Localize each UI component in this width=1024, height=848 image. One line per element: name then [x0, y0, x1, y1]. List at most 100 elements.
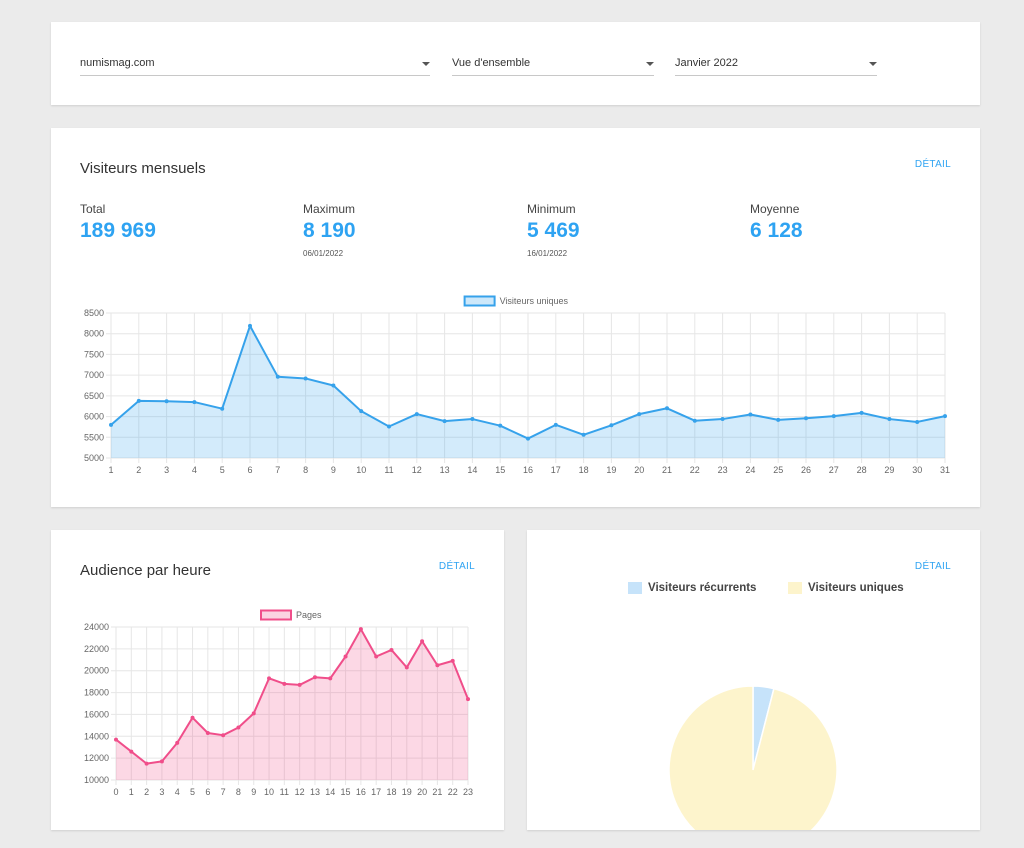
detail-link[interactable]: DÉTAIL: [914, 561, 951, 572]
data-point: [553, 422, 558, 427]
data-point: [466, 697, 470, 702]
x-tick-label: 3: [159, 787, 164, 797]
data-point: [159, 759, 164, 764]
x-tick-label: 7: [275, 465, 280, 475]
chevron-down-icon: [869, 62, 877, 66]
y-tick-label: 7000: [84, 370, 104, 380]
data-point: [748, 412, 753, 417]
data-point: [359, 409, 364, 414]
data-point: [498, 423, 503, 428]
legend-label: Visiteurs récurrents: [648, 582, 756, 594]
y-tick-label: 6000: [84, 412, 104, 422]
legend-label: Visiteurs uniques: [500, 296, 569, 306]
data-point: [692, 418, 697, 423]
visitors-line-chart: Visiteurs uniques 5000 5500 6000 6500 7000 750…: [84, 295, 950, 475]
stat-label: Moyenne: [750, 202, 800, 216]
stat-average: Moyenne 6 128: [750, 202, 803, 243]
stat-date: 06/01/2022: [303, 249, 344, 258]
stat-value: 8 190: [303, 219, 356, 242]
x-tick-label: 0: [113, 787, 118, 797]
x-tick-label: 14: [325, 787, 335, 797]
x-tick-label: 10: [356, 465, 366, 475]
x-tick-label: 19: [402, 787, 412, 797]
data-point: [221, 733, 226, 738]
x-tick-label: 20: [417, 787, 427, 797]
period-select[interactable]: Janvier 2022: [675, 52, 877, 76]
legend-swatch: [463, 295, 496, 307]
data-point: [129, 749, 134, 754]
card-title: Audience par heure: [80, 562, 211, 579]
data-point: [136, 398, 141, 403]
x-tick-label: 19: [606, 465, 616, 475]
x-tick-label: 23: [718, 465, 728, 475]
x-tick-label: 12: [412, 465, 422, 475]
data-point: [526, 436, 530, 441]
x-tick-label: 2: [144, 787, 149, 797]
monthly-visitors-card: Visiteurs mensuels DÉTAIL Total 189 969 …: [51, 128, 980, 507]
view-select[interactable]: Vue d'ensemble: [452, 52, 654, 76]
data-point: [581, 432, 586, 437]
data-point: [297, 682, 302, 687]
x-tick-label: 9: [331, 465, 336, 475]
x-tick-label: 10: [264, 787, 274, 797]
data-point: [220, 406, 225, 411]
x-tick-label: 7: [221, 787, 226, 797]
stat-value: 189 969: [80, 219, 156, 242]
x-tick-label: 21: [662, 465, 672, 475]
data-point: [192, 400, 197, 405]
x-tick-label: 13: [310, 787, 320, 797]
stat-value: 5 469: [527, 219, 580, 242]
data-point: [282, 681, 287, 686]
x-tick-label: 22: [690, 465, 700, 475]
data-point: [943, 414, 947, 419]
y-tick-label: 12000: [84, 753, 109, 763]
stat-date: 16/01/2022: [527, 249, 568, 258]
x-tick-label: 17: [371, 787, 381, 797]
data-point: [450, 658, 455, 663]
data-point: [887, 417, 892, 422]
data-point: [164, 399, 169, 404]
data-point: [109, 422, 113, 427]
x-tick-label: 1: [129, 787, 134, 797]
stat-total: Total 189 969: [80, 202, 156, 243]
series-line: [115, 628, 469, 765]
stat-label: Maximum: [303, 202, 356, 216]
x-tick-label: 24: [745, 465, 755, 475]
data-point: [915, 419, 920, 424]
data-point: [442, 419, 447, 424]
data-point: [374, 654, 379, 659]
y-tick-label: 5500: [84, 432, 104, 442]
y-tick-label: 8000: [84, 329, 104, 339]
detail-link[interactable]: DÉTAIL: [438, 561, 475, 572]
detail-link[interactable]: DÉTAIL: [914, 159, 951, 170]
visitor-type-pie-chart: Visiteurs récurrents Visiteurs uniques: [628, 582, 904, 830]
x-tick-label: 16: [356, 787, 366, 797]
legend-label: Pages: [296, 610, 322, 620]
data-point: [312, 675, 317, 680]
x-tick-label: 15: [341, 787, 351, 797]
stat-minimum: Minimum 5 469 16/01/2022: [527, 202, 580, 258]
data-point: [114, 737, 118, 742]
x-tick-label: 11: [384, 465, 393, 475]
legend-swatch: [260, 609, 292, 621]
y-tick-label: 10000: [84, 775, 109, 785]
data-point: [665, 406, 669, 411]
x-tick-label: 26: [801, 465, 811, 475]
x-tick-label: 5: [220, 465, 225, 475]
stat-label: Total: [80, 202, 106, 216]
site-select[interactable]: numismag.com: [80, 52, 430, 76]
x-tick-label: 9: [251, 787, 256, 797]
y-tick-label: 5000: [84, 453, 104, 463]
x-tick-label: 31: [940, 465, 950, 475]
x-tick-label: 3: [164, 465, 169, 475]
x-tick-label: 27: [829, 465, 839, 475]
x-tick-label: 1: [108, 465, 113, 475]
data-point: [248, 323, 252, 328]
data-point: [420, 639, 425, 644]
y-tick-label: 8500: [84, 308, 104, 318]
y-tick-label: 24000: [84, 622, 109, 632]
x-tick-label: 12: [295, 787, 305, 797]
x-tick-label: 28: [857, 465, 867, 475]
y-tick-label: 7500: [84, 349, 104, 359]
y-tick-label: 6500: [84, 391, 104, 401]
